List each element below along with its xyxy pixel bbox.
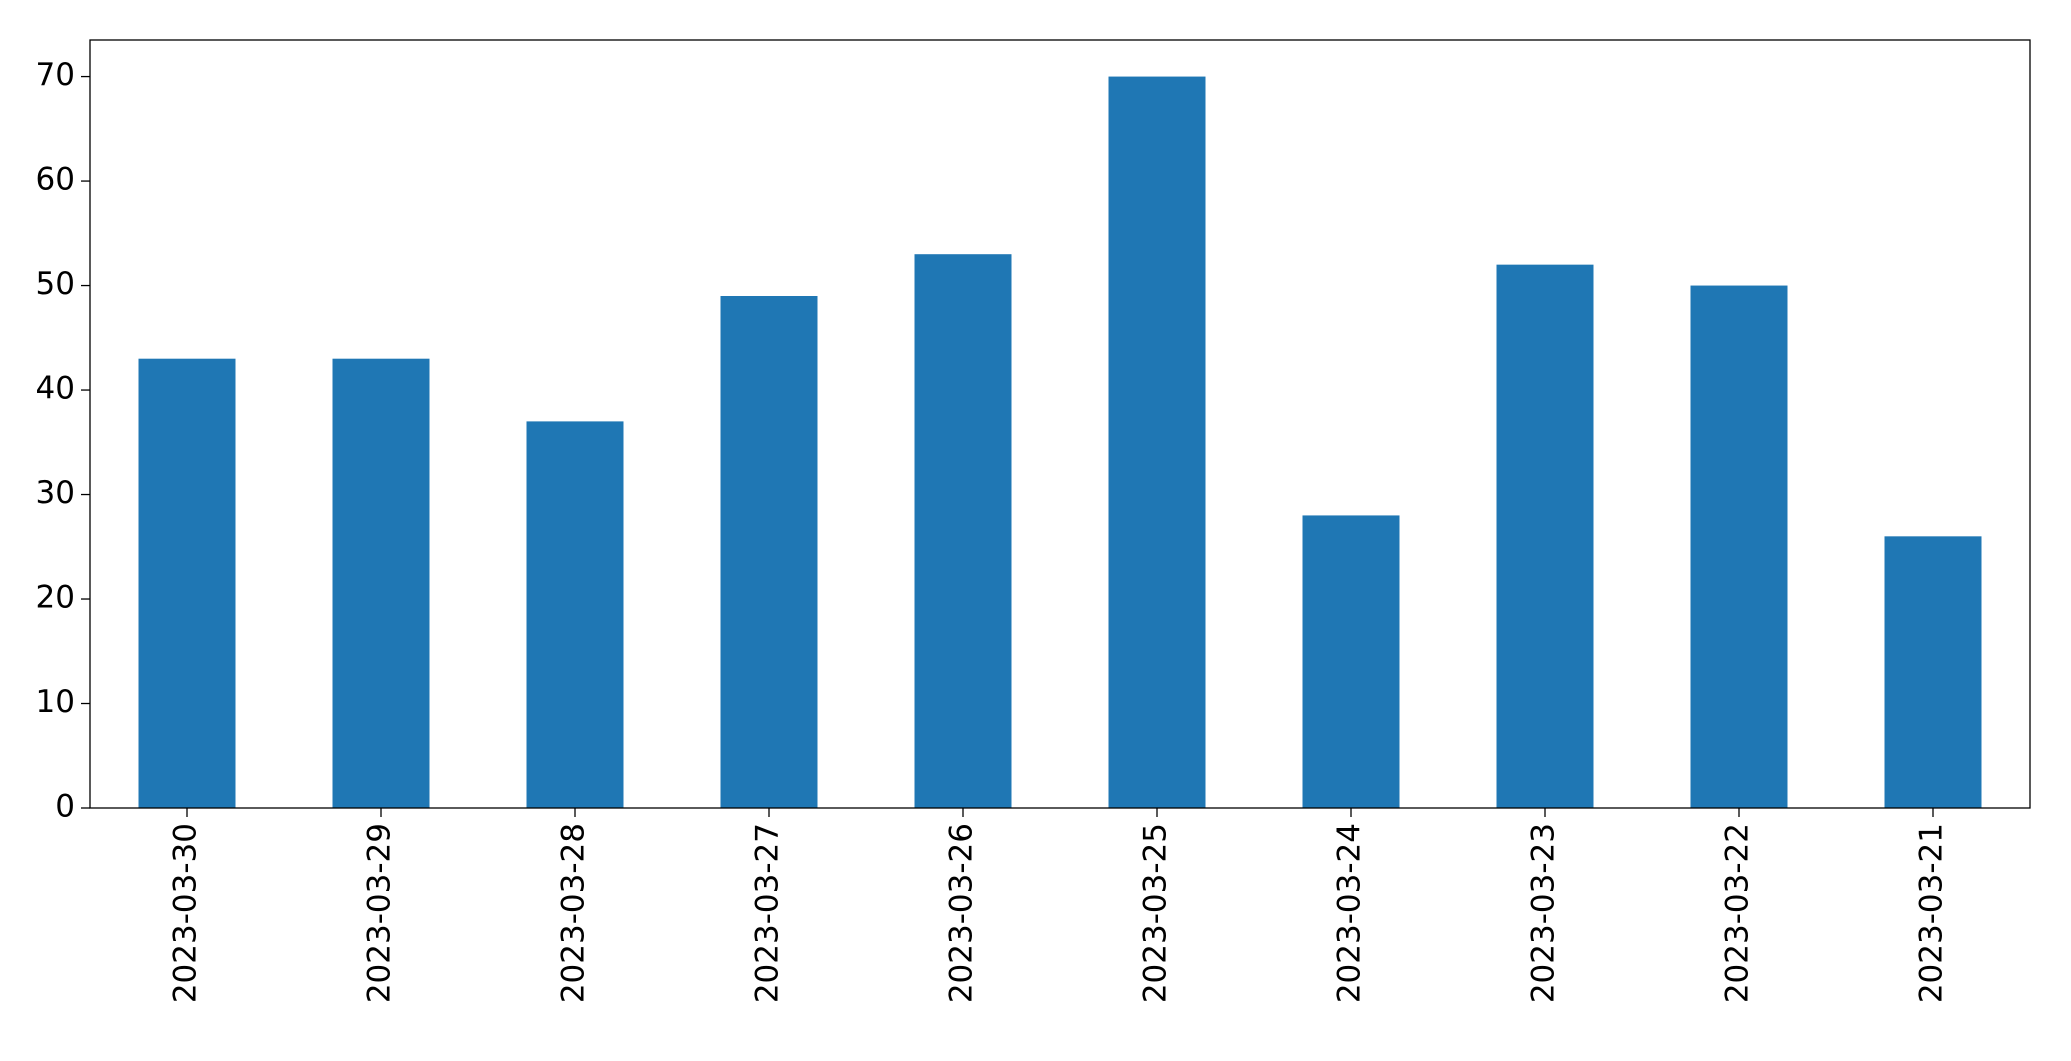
y-tick-label: 50 (36, 266, 75, 302)
y-tick-label: 20 (36, 580, 75, 616)
y-tick-label: 30 (36, 475, 75, 511)
x-tick-label: 2023-03-27 (750, 823, 786, 1003)
bar (1302, 515, 1400, 808)
x-tick-label: 2023-03-25 (1138, 823, 1174, 1003)
y-tick-label: 60 (36, 162, 75, 198)
bar (332, 358, 430, 808)
bar (1108, 76, 1206, 809)
y-tick-label: 10 (36, 684, 75, 720)
bar (1884, 536, 1982, 808)
y-tick-label: 70 (36, 57, 75, 93)
bar (914, 254, 1012, 808)
bar (526, 421, 624, 808)
bar (720, 296, 818, 808)
x-tick-label: 2023-03-30 (168, 823, 204, 1003)
y-tick-label: 40 (36, 371, 75, 407)
x-tick-label: 2023-03-26 (944, 823, 980, 1003)
bar (138, 358, 236, 808)
y-tick-label: 0 (55, 789, 75, 825)
x-tick-label: 2023-03-24 (1332, 823, 1368, 1003)
bar (1496, 264, 1594, 808)
x-tick-label: 2023-03-28 (556, 823, 592, 1003)
x-tick-label: 2023-03-23 (1526, 823, 1562, 1003)
bar (1690, 285, 1788, 808)
x-tick-label: 2023-03-29 (362, 823, 398, 1003)
x-tick-label: 2023-03-21 (1914, 823, 1950, 1003)
x-tick-label: 2023-03-22 (1720, 823, 1756, 1003)
plot-frame (89, 39, 2031, 809)
